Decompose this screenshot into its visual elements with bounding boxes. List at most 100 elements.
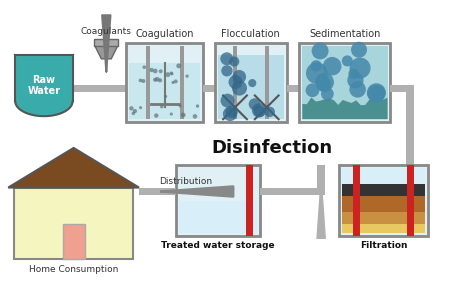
Circle shape — [171, 72, 173, 76]
Bar — [139, 188, 175, 196]
Bar — [406, 89, 414, 192]
Circle shape — [347, 72, 364, 88]
Text: Flocculation: Flocculation — [221, 29, 280, 39]
Bar — [14, 188, 133, 259]
Bar — [302, 46, 388, 119]
Bar — [391, 85, 414, 93]
Bar — [260, 188, 325, 196]
Circle shape — [133, 109, 137, 113]
Polygon shape — [94, 45, 118, 59]
Circle shape — [372, 86, 385, 99]
Circle shape — [342, 55, 353, 67]
Text: Coagulation: Coagulation — [136, 29, 194, 39]
Circle shape — [248, 79, 256, 87]
Circle shape — [160, 105, 164, 108]
Circle shape — [249, 98, 261, 110]
Bar — [126, 43, 203, 122]
Circle shape — [129, 106, 134, 111]
Text: Coagulants: Coagulants — [81, 27, 132, 36]
Circle shape — [321, 87, 334, 100]
Bar — [146, 46, 150, 119]
Circle shape — [176, 63, 181, 68]
Circle shape — [310, 60, 322, 71]
Circle shape — [159, 69, 163, 73]
Circle shape — [223, 107, 237, 121]
Circle shape — [228, 75, 242, 89]
Circle shape — [323, 57, 341, 76]
Text: Sedimentation: Sedimentation — [309, 29, 381, 39]
Circle shape — [311, 42, 328, 59]
Circle shape — [172, 81, 174, 84]
Circle shape — [154, 113, 158, 118]
Bar — [218, 55, 283, 119]
Bar — [300, 43, 391, 122]
Circle shape — [153, 68, 157, 73]
Circle shape — [315, 73, 334, 92]
Circle shape — [165, 72, 170, 77]
Bar — [215, 43, 286, 122]
Bar — [286, 85, 300, 93]
Circle shape — [181, 113, 186, 117]
Bar — [63, 224, 84, 259]
Circle shape — [141, 79, 146, 83]
Bar — [317, 165, 325, 192]
Bar — [260, 188, 317, 196]
Bar — [342, 196, 425, 212]
Circle shape — [221, 65, 233, 76]
Circle shape — [351, 42, 367, 58]
Ellipse shape — [15, 86, 73, 116]
Circle shape — [367, 83, 386, 102]
Bar — [175, 165, 260, 236]
Bar — [414, 188, 428, 196]
Circle shape — [349, 57, 371, 79]
Polygon shape — [8, 148, 139, 188]
Circle shape — [317, 78, 331, 92]
Bar — [353, 165, 360, 236]
Circle shape — [138, 79, 142, 82]
Circle shape — [368, 85, 385, 102]
Circle shape — [232, 80, 247, 96]
Text: Filtration: Filtration — [360, 241, 407, 250]
Text: Home Consumption: Home Consumption — [29, 265, 118, 274]
Bar — [129, 63, 201, 119]
Bar — [94, 39, 118, 46]
Text: Treated water storage: Treated water storage — [161, 241, 274, 250]
Circle shape — [149, 68, 154, 72]
Circle shape — [348, 68, 359, 79]
Circle shape — [306, 62, 328, 84]
Circle shape — [306, 83, 319, 97]
Circle shape — [170, 72, 173, 75]
Text: Disinfection: Disinfection — [211, 139, 332, 157]
Circle shape — [226, 106, 238, 118]
Circle shape — [317, 75, 329, 87]
Bar — [179, 201, 257, 233]
FancyBboxPatch shape — [15, 55, 73, 101]
Bar — [203, 85, 215, 93]
Bar — [407, 165, 414, 236]
Circle shape — [229, 56, 239, 67]
Circle shape — [196, 104, 199, 108]
Bar — [180, 46, 184, 119]
Circle shape — [220, 52, 233, 65]
Bar — [342, 212, 425, 224]
Circle shape — [143, 65, 146, 69]
Circle shape — [139, 106, 142, 109]
Circle shape — [254, 106, 265, 117]
Circle shape — [264, 107, 275, 117]
Polygon shape — [302, 97, 388, 119]
Circle shape — [158, 78, 162, 82]
Circle shape — [179, 104, 182, 108]
Bar — [342, 168, 425, 184]
Bar — [339, 165, 428, 236]
Circle shape — [220, 94, 235, 108]
Circle shape — [132, 112, 135, 115]
Bar — [246, 165, 253, 236]
Bar — [342, 224, 425, 233]
Bar — [342, 184, 425, 196]
Bar — [233, 46, 237, 119]
Circle shape — [153, 78, 157, 82]
Circle shape — [252, 103, 266, 117]
Bar — [264, 46, 269, 119]
Circle shape — [185, 74, 189, 78]
Bar — [73, 85, 126, 93]
